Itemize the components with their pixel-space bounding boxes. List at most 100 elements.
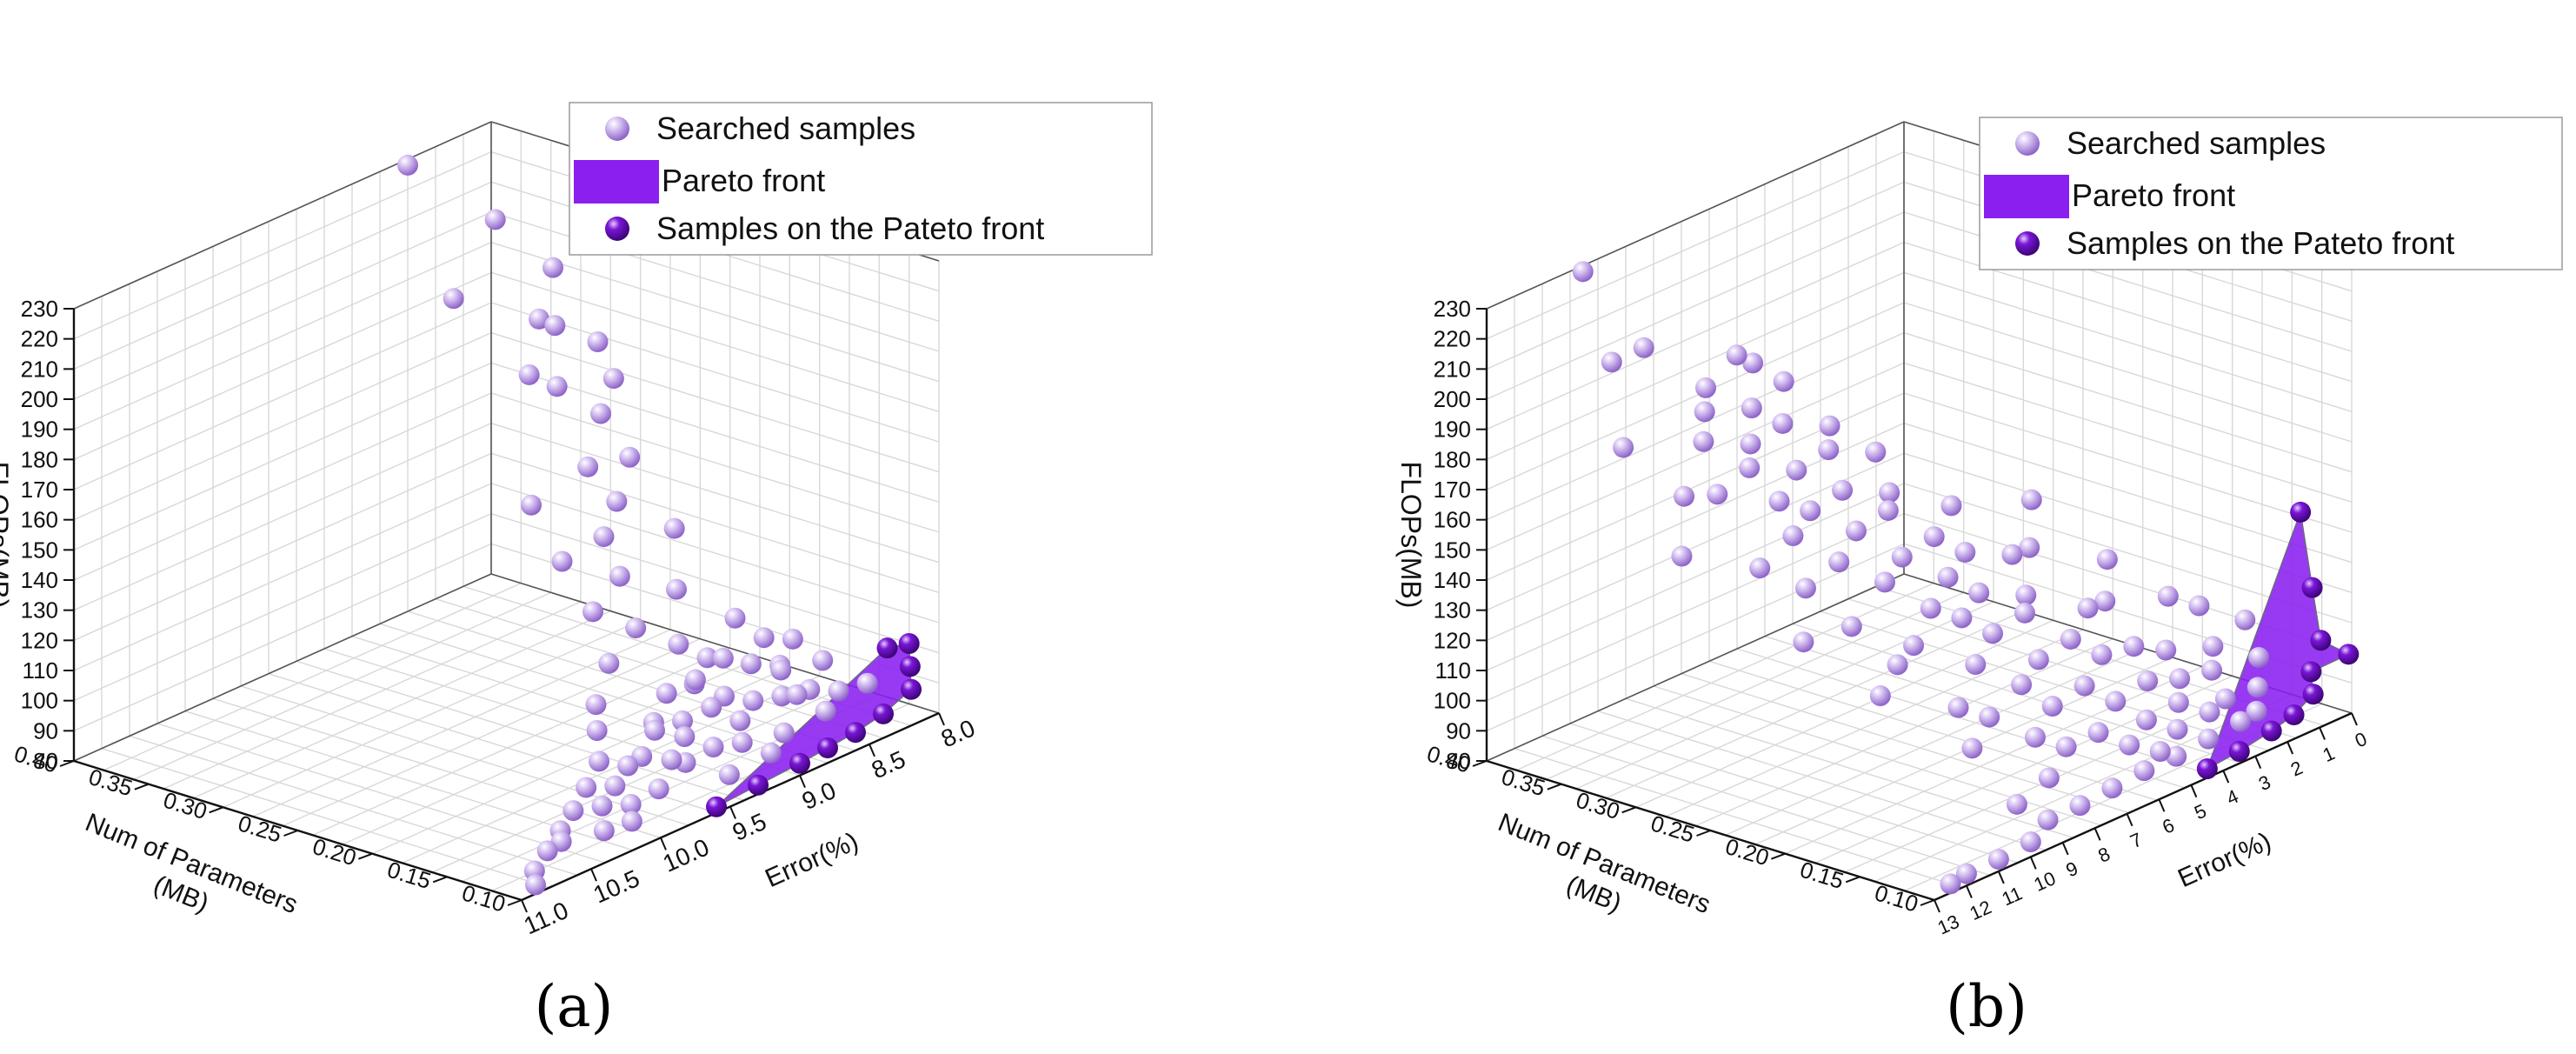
searched-sample-point xyxy=(593,526,615,548)
x-tick-label: 11.0 xyxy=(520,897,572,940)
z-tick-label: 230 xyxy=(1434,296,1471,322)
searched-sample-point xyxy=(672,710,693,731)
searched-sample-point xyxy=(644,719,665,741)
searched-sample-point xyxy=(2073,675,2095,697)
y-tick xyxy=(1770,852,1786,860)
grid-line xyxy=(1903,392,2353,533)
z-tick-label: 110 xyxy=(23,657,58,684)
x-tick-label: 2 xyxy=(2287,757,2306,781)
y-tick xyxy=(1696,830,1711,837)
x-axis-label: Error(%) xyxy=(761,827,862,893)
x-tick-label: 10.0 xyxy=(659,833,713,877)
legend-pareto-swatch xyxy=(1984,175,2069,218)
legend-pareto-label: Pareto front xyxy=(2072,177,2235,213)
searched-sample-point xyxy=(2020,831,2041,853)
legend-box xyxy=(1979,117,2563,270)
searched-sample-point xyxy=(856,672,878,694)
grid-line xyxy=(1486,513,1905,702)
grid-line xyxy=(1725,647,2143,836)
grid-line xyxy=(1486,362,1905,550)
searched-sample-point xyxy=(1940,873,1961,895)
grid-line xyxy=(103,583,522,771)
x-tick-label: 10 xyxy=(2031,867,2060,896)
x-tick xyxy=(2190,784,2198,798)
x-tick xyxy=(660,837,667,851)
searched-sample-point xyxy=(2234,609,2256,630)
searched-sample-point xyxy=(2246,700,2267,722)
searched-sample-point xyxy=(2011,674,2033,696)
pareto-sample-point xyxy=(2283,704,2305,726)
searched-sample-point xyxy=(1937,566,1959,588)
z-tick-label: 170 xyxy=(1434,477,1471,503)
grid-line xyxy=(163,601,582,790)
searched-sample-point xyxy=(1832,479,1854,501)
searched-sample-point xyxy=(604,775,626,797)
searched-sample-point xyxy=(1739,457,1761,478)
searched-sample-point xyxy=(577,456,599,477)
x-tick xyxy=(2158,798,2166,812)
grid-line xyxy=(223,619,641,808)
searched-sample-point xyxy=(562,800,584,822)
grid-line xyxy=(1764,635,2213,777)
searched-sample-point xyxy=(1968,582,1990,604)
z-tick-label: 100 xyxy=(21,688,58,714)
y-tick-label: 0.35 xyxy=(86,764,136,801)
searched-sample-point xyxy=(701,697,722,718)
grid-line xyxy=(351,635,801,777)
searched-sample-point xyxy=(2015,584,2037,606)
grid-line xyxy=(1736,648,2186,789)
x-axis-label: Error(%) xyxy=(2173,827,2275,893)
z-tick-label: 230 xyxy=(21,296,58,322)
searched-sample-point xyxy=(2137,670,2159,691)
grid-line xyxy=(490,271,940,413)
z-tick-label: 160 xyxy=(1434,507,1471,533)
grid-line xyxy=(490,211,940,352)
searched-sample-point xyxy=(2199,701,2220,723)
z-axis-label: FLOPs(MB) xyxy=(0,462,14,609)
grid-line xyxy=(379,623,829,764)
searched-sample-point xyxy=(668,633,689,655)
z-tick-label: 190 xyxy=(21,417,58,443)
searched-sample-point xyxy=(606,490,628,512)
searched-sample-point xyxy=(1903,635,1925,657)
searched-sample-point xyxy=(443,288,464,310)
z-tick-label: 150 xyxy=(21,537,58,563)
searched-sample-point xyxy=(2149,741,2171,763)
legend-front-label: Samples on the Pateto front xyxy=(2067,225,2454,261)
grid-line xyxy=(1516,583,1934,771)
x-tick xyxy=(1966,885,1973,898)
pareto-sample-point xyxy=(706,796,727,817)
searched-sample-point xyxy=(1726,344,1747,366)
searched-sample-point xyxy=(2019,537,2040,558)
searched-sample-point xyxy=(576,777,597,798)
grid-line xyxy=(1903,211,2353,352)
x-tick-label: 8.0 xyxy=(937,714,979,752)
x-tick xyxy=(2222,770,2230,784)
searched-sample-point xyxy=(1947,697,1969,718)
searched-sample-point xyxy=(1987,849,2009,871)
searched-sample-point xyxy=(2201,659,2223,681)
y-tick-label: 0.25 xyxy=(1647,810,1697,847)
searched-sample-point xyxy=(1828,551,1850,573)
searched-sample-point xyxy=(661,749,682,770)
searched-sample-point xyxy=(782,628,803,650)
searched-sample-point xyxy=(1923,526,1945,548)
z-tick-label: 190 xyxy=(1434,417,1471,443)
pareto-sample-point xyxy=(2228,741,2250,763)
searched-sample-point xyxy=(1955,863,1977,884)
grid-line xyxy=(1903,362,2353,504)
grid-line xyxy=(1653,685,2102,826)
pareto-sample-point xyxy=(2310,630,2332,651)
x-tick-label: 5 xyxy=(2191,799,2209,824)
searched-sample-point xyxy=(546,376,568,397)
grid-line xyxy=(296,660,745,802)
y-tick-label: 0.30 xyxy=(161,787,210,824)
searched-sample-point xyxy=(2014,602,2035,624)
pareto-sample-point xyxy=(2338,644,2360,665)
z-axis-label: FLOPs(MB) xyxy=(1395,462,1427,609)
pareto-sample-point xyxy=(2260,720,2282,742)
searched-sample-point xyxy=(484,209,506,230)
searched-sample-point xyxy=(2198,728,2220,750)
searched-sample-point xyxy=(1869,685,1891,707)
grid-line xyxy=(490,512,940,654)
